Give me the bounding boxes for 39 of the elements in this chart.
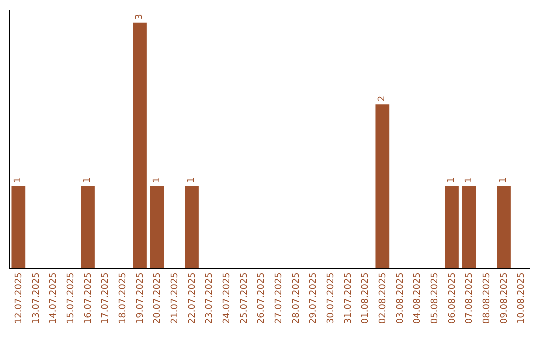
x-tick-label: 17.07.2025 <box>101 272 112 324</box>
x-tick-label: 12.07.2025 <box>14 272 25 324</box>
data-label: 1 <box>447 178 457 184</box>
x-tick-label: 02.08.2025 <box>378 272 389 324</box>
data-label: 1 <box>14 178 24 184</box>
data-label: 2 <box>378 96 388 102</box>
x-tick-label: 21.07.2025 <box>170 272 181 324</box>
data-label: 1 <box>464 178 474 184</box>
x-tick-label: 18.07.2025 <box>118 272 129 324</box>
x-tick-label: 10.08.2025 <box>517 272 528 324</box>
data-label: 1 <box>187 178 197 184</box>
x-tick-label: 30.07.2025 <box>326 272 337 324</box>
x-tick-label: 16.07.2025 <box>84 272 94 324</box>
x-tick-label: 24.07.2025 <box>222 272 233 324</box>
x-tick-label: 08.08.2025 <box>482 272 493 324</box>
x-tick-label: 31.07.2025 <box>344 272 354 324</box>
x-tick-label: 07.08.2025 <box>465 272 476 324</box>
x-tick-label: 27.07.2025 <box>274 272 285 324</box>
data-label: 1 <box>83 178 93 184</box>
x-tick-label: 23.07.2025 <box>205 272 216 324</box>
x-tick-label: 26.07.2025 <box>257 272 268 324</box>
data-label: 1 <box>152 178 162 184</box>
x-tick-label: 06.08.2025 <box>448 272 458 324</box>
x-tick-label: 04.08.2025 <box>413 272 424 324</box>
x-tick-label: 09.08.2025 <box>500 272 510 324</box>
x-tick-label: 03.08.2025 <box>396 272 406 324</box>
x-tick-label: 20.07.2025 <box>153 272 164 324</box>
x-tick-label: 13.07.2025 <box>32 272 42 324</box>
data-label: 3 <box>135 14 145 20</box>
x-tick-label: 14.07.2025 <box>49 272 60 324</box>
x-tick-label: 25.07.2025 <box>240 272 250 324</box>
x-tick-label: 22.07.2025 <box>188 272 198 324</box>
data-label: 1 <box>499 178 509 184</box>
x-tick-label: 28.07.2025 <box>292 272 302 324</box>
x-tick-label: 15.07.2025 <box>66 272 77 324</box>
x-tick-label: 05.08.2025 <box>430 272 441 324</box>
x-tick-label: 01.08.2025 <box>361 272 372 324</box>
x-tick-label: 29.07.2025 <box>309 272 320 324</box>
x-tick-label: 19.07.2025 <box>136 272 146 324</box>
